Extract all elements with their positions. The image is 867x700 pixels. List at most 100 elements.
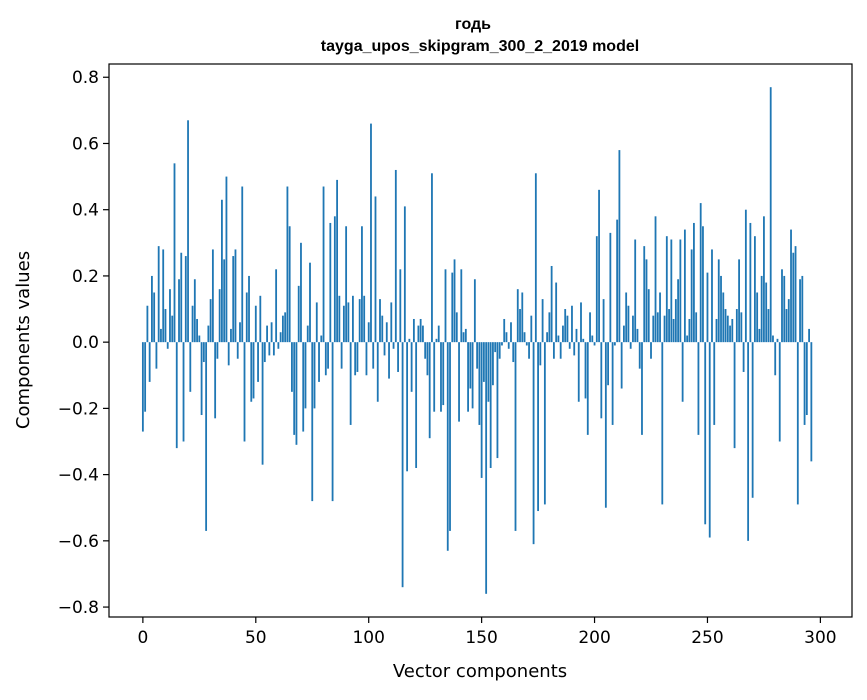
bar-132 — [440, 342, 442, 412]
bar-194 — [580, 302, 582, 343]
bar-70 — [300, 242, 302, 343]
bar-175 — [537, 342, 539, 512]
bar-7 — [157, 246, 160, 343]
bar-152 — [485, 342, 488, 594]
bar-156 — [494, 342, 497, 353]
x-tick-label: 300 — [804, 628, 836, 648]
bar-174 — [534, 173, 537, 343]
bar-198 — [589, 312, 591, 343]
bar-20 — [187, 120, 189, 343]
bar-73 — [306, 325, 309, 343]
bar-136 — [449, 342, 451, 531]
bar-109 — [388, 342, 390, 379]
bar-32 — [214, 342, 217, 419]
bar-232 — [665, 236, 668, 343]
bar-201 — [595, 236, 598, 343]
bar-173 — [532, 342, 535, 545]
bar-153 — [487, 342, 490, 402]
bar-176 — [539, 342, 542, 366]
bar-250 — [706, 272, 709, 343]
bar-179 — [546, 332, 549, 343]
bar-234 — [670, 239, 673, 343]
bar-296 — [810, 342, 813, 462]
bar-208 — [611, 342, 614, 425]
bar-141 — [460, 269, 463, 343]
x-tick-label: 50 — [245, 628, 267, 648]
bar-52 — [259, 295, 262, 343]
bar-98 — [363, 295, 366, 343]
bar-231 — [663, 315, 666, 343]
bar-100 — [367, 322, 370, 343]
bar-128 — [431, 173, 433, 343]
bar-71 — [302, 342, 305, 432]
x-axis: 0 50 100 150 200 250 300 — [137, 617, 837, 648]
bar-237 — [677, 279, 680, 343]
bar-279 — [772, 335, 774, 343]
bar-256 — [720, 275, 722, 343]
bar-108 — [385, 322, 388, 343]
bar-65 — [288, 226, 291, 343]
bar-53 — [261, 342, 264, 465]
bar-149 — [478, 342, 481, 425]
bar-206 — [607, 342, 609, 386]
bar-248 — [702, 226, 704, 343]
bar-89 — [342, 305, 345, 343]
bar-294 — [805, 342, 808, 416]
x-axis-label: Vector components — [393, 661, 567, 682]
bar-64 — [286, 186, 289, 343]
bar-121 — [415, 342, 418, 468]
bar-230 — [661, 342, 664, 505]
bar-244 — [693, 222, 695, 343]
bar-257 — [722, 292, 725, 343]
bar-92 — [349, 342, 352, 425]
bar-214 — [625, 292, 628, 343]
bar-266 — [742, 342, 745, 372]
bar-69 — [297, 285, 300, 343]
bar-118 — [408, 338, 411, 343]
bar-123 — [419, 318, 422, 343]
bar-140 — [458, 342, 460, 422]
bar-21 — [189, 342, 192, 392]
y-tick-label: −0.4 — [58, 466, 99, 486]
bar-60 — [277, 342, 280, 349]
bar-122 — [417, 325, 420, 343]
bar-277 — [767, 309, 770, 343]
y-tick-label: −0.2 — [58, 399, 99, 419]
bar-106 — [381, 315, 384, 343]
bar-142 — [462, 332, 465, 343]
bar-13 — [171, 315, 174, 343]
bar-203 — [600, 342, 603, 419]
bar-46 — [245, 292, 248, 343]
bar-210 — [616, 219, 619, 343]
bar-223 — [645, 259, 648, 343]
bar-243 — [690, 249, 693, 343]
bar-184 — [557, 335, 560, 343]
bar-50 — [254, 305, 257, 343]
bar-93 — [352, 295, 354, 343]
bar-80 — [322, 186, 325, 343]
bar-207 — [609, 232, 612, 343]
bar-172 — [530, 315, 533, 343]
bar-68 — [295, 342, 298, 445]
bar-8 — [160, 328, 162, 343]
bar-58 — [272, 342, 275, 356]
bar-41 — [234, 249, 237, 343]
bar-290 — [796, 342, 799, 505]
bar-120 — [412, 318, 415, 343]
bar-131 — [437, 325, 440, 343]
bar-236 — [674, 299, 677, 343]
bar-111 — [392, 342, 395, 349]
bar-78 — [318, 342, 320, 382]
bar-104 — [376, 342, 379, 402]
y-tick-label: 0.2 — [72, 267, 99, 287]
bar-91 — [347, 302, 350, 343]
bar-90 — [345, 226, 348, 343]
bar-138 — [453, 259, 456, 343]
bar-114 — [399, 269, 402, 343]
bar-229 — [659, 292, 661, 343]
bar-97 — [361, 226, 363, 343]
bar-88 — [340, 342, 343, 369]
bar-35 — [221, 199, 223, 343]
